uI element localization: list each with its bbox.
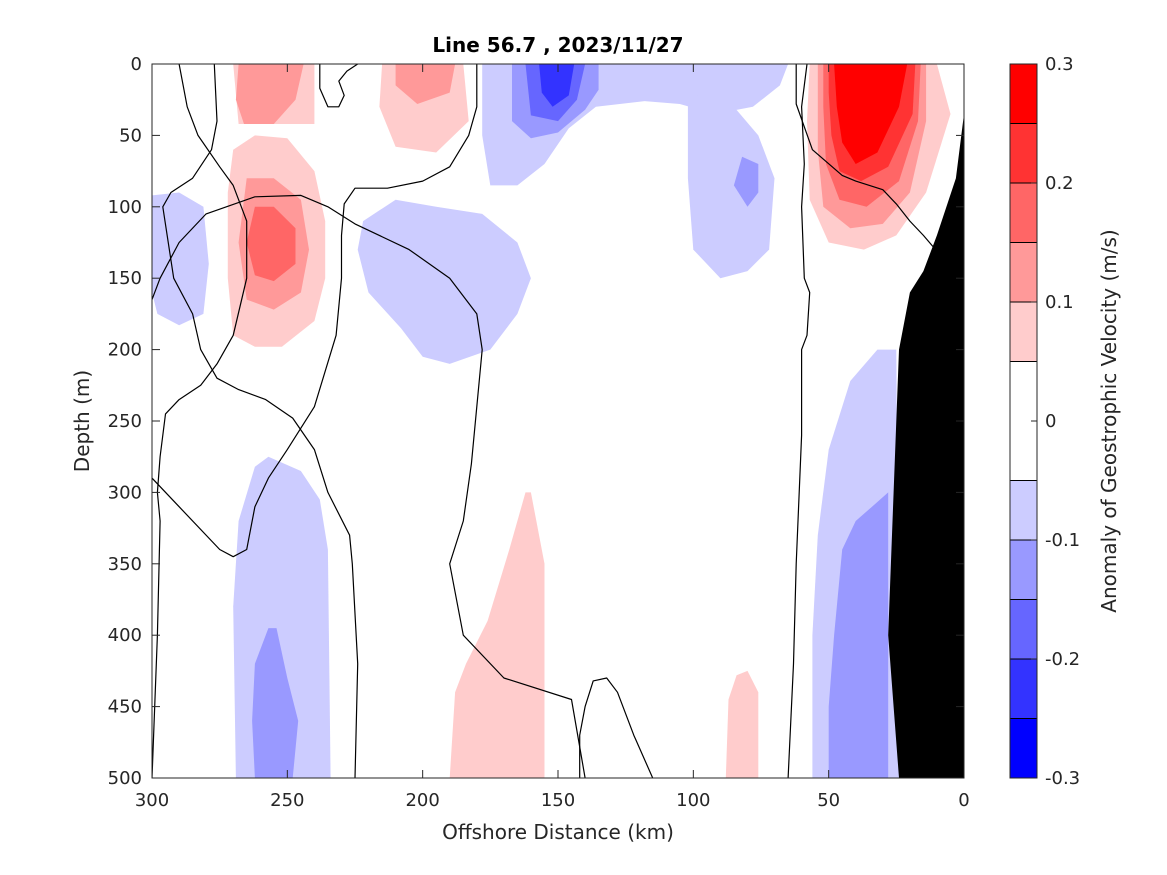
colorbar: 0.3 0.2 0.1 0 -0.1 -0.2 -0.3 xyxy=(1009,54,1080,789)
contour-fill-region xyxy=(828,492,889,778)
colorbar-segment xyxy=(1010,540,1037,600)
y-tick-label: 450 xyxy=(108,697,142,718)
x-tick-label: 200 xyxy=(405,790,439,811)
y-tick-label: 300 xyxy=(108,482,142,503)
zero-contour-line xyxy=(319,64,359,108)
colorbar-label: Anomaly of Geostrophic Velocity (m/s) xyxy=(1097,229,1121,612)
colorbar-tick-label: -0.3 xyxy=(1045,768,1080,789)
colorbar-segment xyxy=(1010,302,1037,362)
y-tick-label: 100 xyxy=(108,197,142,218)
x-axis: 300 250 200 150 100 50 0 xyxy=(135,64,970,811)
contour-fill-region xyxy=(449,492,545,778)
contour-fill-region xyxy=(834,64,908,164)
contour-fill-region xyxy=(687,92,775,279)
colorbar-tick-label: -0.1 xyxy=(1045,530,1080,551)
contour-fill-region xyxy=(235,64,304,124)
colorbar-segment xyxy=(1010,64,1037,124)
colorbar-segment xyxy=(1010,480,1037,540)
contour-fill-region xyxy=(246,206,296,282)
colorbar-segment xyxy=(1010,718,1037,778)
x-tick-label: 150 xyxy=(541,790,575,811)
colorbar-tick-label: 0.1 xyxy=(1045,292,1074,313)
contour-fill-region xyxy=(357,199,531,364)
y-tick-label: 350 xyxy=(108,554,142,575)
colorbar-segment xyxy=(1010,599,1037,659)
y-tick-label: 0 xyxy=(131,54,142,75)
colorbar-tick-label: 0.2 xyxy=(1045,173,1074,194)
y-tick-label: 400 xyxy=(108,625,142,646)
y-tick-label: 200 xyxy=(108,340,142,361)
contour-fill-region xyxy=(733,156,759,207)
x-tick-label: 100 xyxy=(676,790,710,811)
colorbar-tick-label: 0 xyxy=(1045,411,1056,432)
y-tick-label: 50 xyxy=(119,125,142,146)
zero-contour-line xyxy=(152,64,248,778)
contour-fill-region xyxy=(252,628,299,778)
x-tick-label: 0 xyxy=(958,790,969,811)
x-tick-label: 250 xyxy=(270,790,304,811)
colorbar-segment xyxy=(1010,242,1037,302)
zero-contour-line xyxy=(795,64,949,265)
contour-fill-region xyxy=(539,64,575,107)
y-axis: 0 50 100 150 200 250 300 350 400 450 500 xyxy=(108,54,964,789)
colorbar-segment xyxy=(1010,183,1037,243)
seafloor-mask xyxy=(888,114,964,778)
zero-contour-line xyxy=(152,64,586,778)
chart-title: Line 56.7 , 2023/11/27 xyxy=(432,33,683,57)
colorbar-tick-label: -0.2 xyxy=(1045,649,1080,670)
zero-contour-line xyxy=(579,677,654,778)
seafloor-shape xyxy=(888,114,964,778)
contour-fill-region xyxy=(152,192,209,326)
y-tick-label: 250 xyxy=(108,411,142,432)
colorbar-segment xyxy=(1010,659,1037,719)
y-tick-label: 150 xyxy=(108,268,142,289)
y-axis-label: Depth (m) xyxy=(70,370,94,472)
colorbar-tick-label: 0.3 xyxy=(1045,54,1074,75)
contour-fill-region xyxy=(395,64,456,104)
x-axis-label: Offshore Distance (km) xyxy=(442,820,674,844)
contour-fill-region xyxy=(725,670,759,778)
zero-contour-lines xyxy=(152,64,949,778)
zero-contour-line xyxy=(787,64,811,778)
colorbar-segment xyxy=(1010,123,1037,183)
x-tick-label: 300 xyxy=(135,790,169,811)
x-tick-label: 50 xyxy=(817,790,840,811)
filled-contours xyxy=(152,64,951,778)
y-tick-label: 500 xyxy=(108,768,142,789)
zero-contour-line xyxy=(162,64,359,778)
